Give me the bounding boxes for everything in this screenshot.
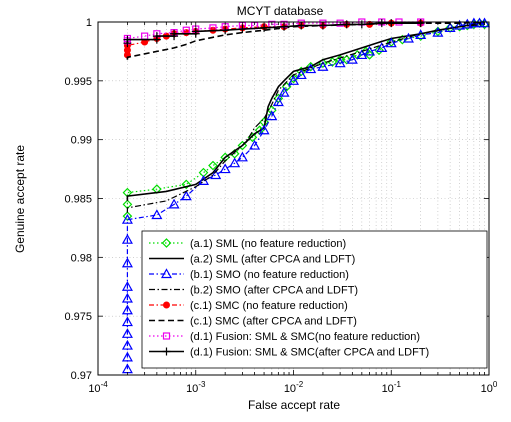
data-point: [336, 19, 344, 27]
chart-title: MCYT database: [237, 4, 324, 18]
data-point: [191, 27, 200, 36]
data-point: [121, 213, 133, 224]
data-point: [397, 34, 408, 45]
data-point: [346, 53, 358, 64]
x-tick-label: 100: [481, 380, 498, 395]
x-tick-label: 10-1: [382, 380, 402, 395]
legend-marker: [163, 301, 170, 309]
legend-marker: [160, 268, 173, 279]
series-4: [126, 23, 485, 213]
data-point: [236, 151, 248, 162]
data-point: [288, 73, 299, 84]
series-line: [126, 21, 421, 41]
y-tick-label: 0.975: [64, 311, 92, 323]
data-point: [121, 351, 133, 362]
data-point: [238, 25, 247, 34]
legend-box: [141, 230, 488, 369]
legend-label: (b.1) SMO (no feature reduction): [190, 269, 349, 281]
data-point: [180, 190, 192, 201]
data-point: [356, 49, 368, 60]
legend-marker: [162, 332, 171, 340]
data-point: [266, 110, 278, 121]
series-line: [126, 23, 485, 213]
data-point: [376, 42, 388, 52]
x-tick-label: 10-2: [284, 380, 304, 395]
y-tick-label: 0.98: [71, 252, 92, 264]
tick-layer: 10-4 10-3 10-2 10-1 100 0.97 0.975 0.98 0.985 0.9…: [64, 17, 497, 395]
data-point: [295, 69, 307, 80]
data-point: [374, 45, 384, 56]
y-tick-label: 0.99: [71, 135, 92, 147]
data-point: [121, 292, 133, 303]
data-point: [432, 26, 444, 37]
data-point: [210, 169, 222, 180]
y-tick-label: 1: [86, 17, 92, 29]
series-layer: [121, 17, 491, 374]
x-tick-label: 10-4: [88, 380, 108, 395]
x-tick-label: 10-3: [186, 380, 206, 395]
data-point: [297, 21, 306, 30]
data-point: [121, 233, 133, 244]
y-tick-label: 0.97: [71, 370, 92, 382]
data-point: [219, 163, 231, 174]
legend-marker: [161, 238, 172, 248]
data-point: [461, 18, 473, 29]
data-point: [287, 75, 300, 85]
data-point: [181, 179, 192, 190]
data-point: [121, 257, 133, 268]
data-point: [170, 29, 179, 38]
x-axis-label: False accept rate: [248, 398, 340, 412]
data-point: [479, 17, 491, 28]
data-point: [152, 32, 161, 41]
legend: (a.1) SML (no feature reduction) (a.2) SM…: [141, 230, 488, 369]
legend-label: (c.1) SMC (after CPCA and LDFT): [190, 316, 357, 328]
data-point: [272, 96, 284, 107]
legend-label: (d.1) Fusion: SML & SMC(after CPCA and L…: [190, 347, 429, 359]
series-3: [121, 17, 491, 374]
data-point: [260, 23, 269, 32]
data-point: [208, 160, 218, 171]
legend-label: (c.1) SMC (no feature reduction): [190, 300, 348, 312]
y-axis-label: Genuine accept rate: [13, 145, 27, 253]
data-point: [121, 304, 133, 315]
data-point: [341, 54, 352, 65]
data-point: [444, 22, 456, 32]
legend-label: (a.1) SML (no feature reduction): [190, 238, 346, 250]
data-point: [168, 198, 180, 209]
data-point: [151, 209, 163, 220]
data-point: [266, 105, 277, 116]
data-point: [121, 316, 133, 327]
data-point: [364, 50, 375, 60]
data-point: [121, 339, 133, 350]
data-point: [123, 35, 132, 44]
data-point: [237, 140, 248, 151]
data-point: [305, 63, 317, 74]
data-point: [121, 328, 133, 338]
data-point: [258, 124, 270, 135]
series-line: [126, 22, 485, 370]
data-point: [229, 157, 241, 168]
y-tick-label: 0.995: [64, 76, 92, 88]
data-point: [249, 139, 261, 150]
y-tick-label: 0.985: [64, 194, 92, 206]
legend-label: (d.1) Fusion: SML & SMC(no feature reduc…: [190, 331, 420, 343]
data-point: [278, 86, 290, 97]
data-point: [454, 19, 466, 30]
legend-label: (b.2) SMO (after CPCA and LDFT): [190, 285, 358, 297]
data-point: [317, 60, 329, 71]
data-point: [122, 211, 133, 221]
data-point: [334, 57, 346, 68]
legend-marker: [162, 347, 171, 356]
data-point: [182, 29, 190, 37]
data-point: [364, 45, 376, 56]
data-point: [121, 281, 133, 291]
legend-label: (a.2) SML (after CPCA and LDFT): [190, 254, 355, 266]
data-point: [221, 26, 230, 35]
